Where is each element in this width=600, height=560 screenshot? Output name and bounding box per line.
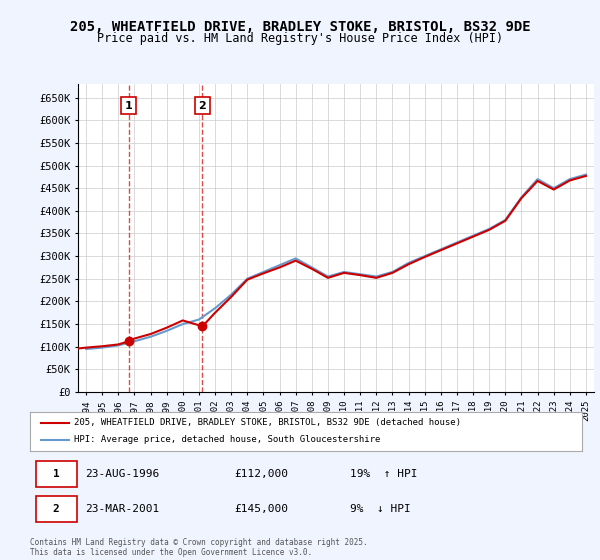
Text: 23-MAR-2001: 23-MAR-2001 — [85, 504, 160, 514]
Text: Contains HM Land Registry data © Crown copyright and database right 2025.
This d: Contains HM Land Registry data © Crown c… — [30, 538, 368, 557]
Text: 205, WHEATFIELD DRIVE, BRADLEY STOKE, BRISTOL, BS32 9DE (detached house): 205, WHEATFIELD DRIVE, BRADLEY STOKE, BR… — [74, 418, 461, 427]
Text: £145,000: £145,000 — [234, 504, 288, 514]
Text: Price paid vs. HM Land Registry's House Price Index (HPI): Price paid vs. HM Land Registry's House … — [97, 32, 503, 45]
Text: £112,000: £112,000 — [234, 469, 288, 479]
Text: 1: 1 — [125, 101, 133, 110]
Text: 19%  ↑ HPI: 19% ↑ HPI — [350, 469, 418, 479]
FancyBboxPatch shape — [35, 460, 77, 487]
Text: HPI: Average price, detached house, South Gloucestershire: HPI: Average price, detached house, Sout… — [74, 435, 380, 444]
Text: 9%  ↓ HPI: 9% ↓ HPI — [350, 504, 411, 514]
Text: 23-AUG-1996: 23-AUG-1996 — [85, 469, 160, 479]
Text: 2: 2 — [199, 101, 206, 110]
FancyBboxPatch shape — [35, 496, 77, 522]
Text: 2: 2 — [53, 504, 59, 514]
Text: 205, WHEATFIELD DRIVE, BRADLEY STOKE, BRISTOL, BS32 9DE: 205, WHEATFIELD DRIVE, BRADLEY STOKE, BR… — [70, 20, 530, 34]
Text: 1: 1 — [53, 469, 59, 479]
